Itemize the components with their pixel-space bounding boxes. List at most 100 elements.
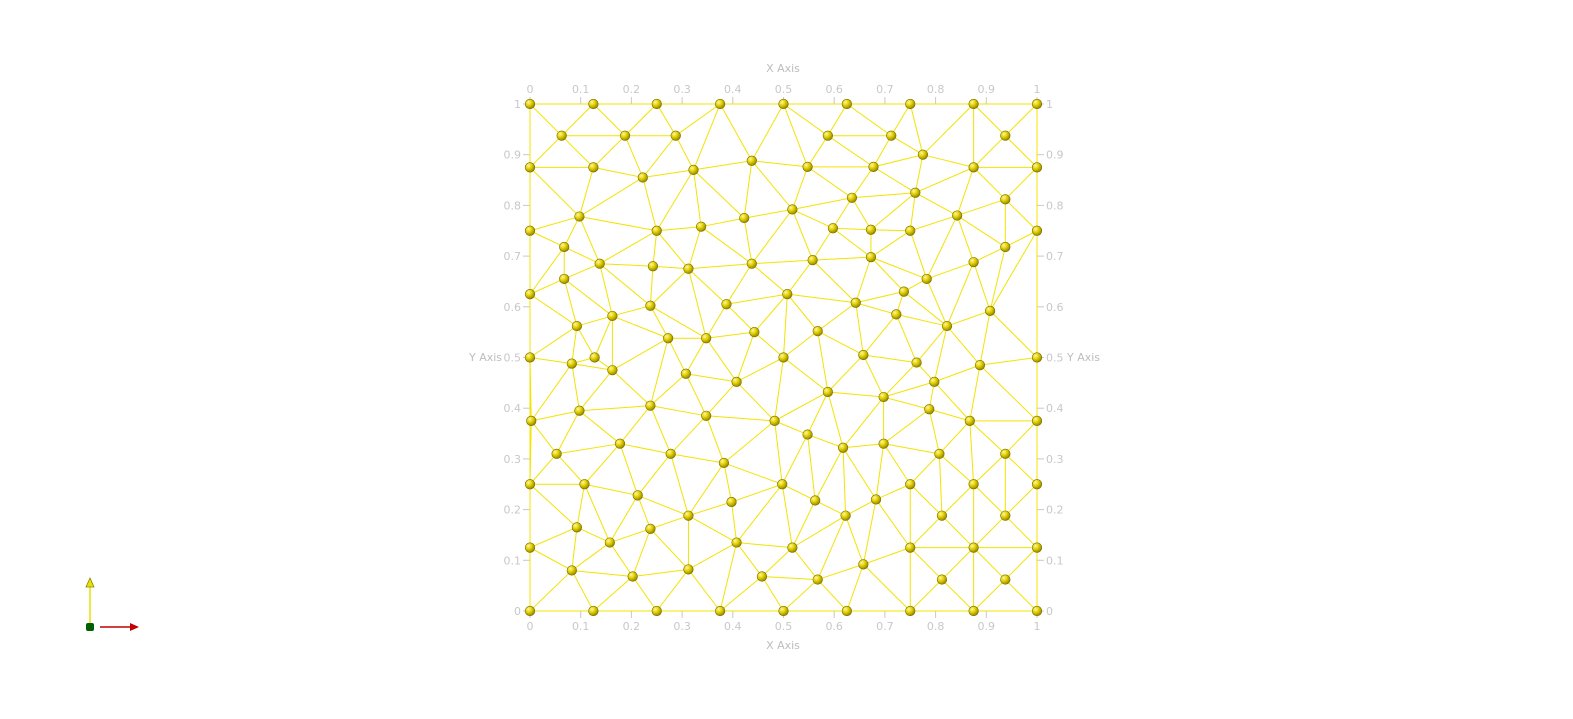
mesh-edge (1004, 135, 1038, 168)
mesh-edge (862, 314, 897, 356)
mesh-edge (726, 263, 753, 305)
mesh-node (929, 376, 940, 387)
mesh-edge (529, 325, 578, 358)
mesh-edge (685, 373, 737, 383)
mesh-edge (670, 415, 707, 455)
mesh-node (985, 305, 996, 316)
mesh-node (524, 162, 536, 173)
mesh-edge (969, 420, 1006, 455)
mesh-edge (761, 576, 818, 581)
mesh-edge (781, 434, 809, 485)
mesh-node (1000, 510, 1011, 521)
mesh-edge (875, 499, 911, 548)
mesh-edge (701, 217, 745, 228)
mesh-node (911, 357, 922, 368)
mesh-edge (1004, 420, 1038, 455)
mesh-edge (926, 261, 974, 280)
mesh-edge (688, 515, 737, 543)
mesh-node (756, 571, 768, 582)
mesh-edge (842, 447, 847, 516)
mesh-edge (870, 256, 905, 292)
mesh-node (526, 415, 537, 426)
mesh-node (891, 309, 902, 320)
x-tick-label-bottom: 0.9 (978, 620, 996, 633)
mesh-edge (632, 576, 658, 612)
mesh-edge (814, 500, 846, 517)
mesh-edge (642, 135, 677, 178)
mesh-edge (579, 405, 651, 412)
mesh-edge (1004, 547, 1038, 580)
mesh-edge (556, 410, 580, 455)
orientation-z-axis-icon (86, 623, 94, 631)
mesh-node (715, 605, 726, 617)
mesh-edge (786, 259, 814, 295)
mesh-edge (584, 443, 621, 485)
mesh-node (571, 320, 582, 332)
mesh-edge (786, 293, 819, 332)
mesh-edge (656, 226, 702, 232)
mesh-edge (843, 443, 884, 449)
mesh-node (588, 98, 599, 110)
mesh-edge (827, 103, 848, 136)
mesh-edge (807, 434, 816, 501)
mesh-edge (989, 230, 1038, 312)
y-tick-label-right: 0.6 (1046, 301, 1064, 314)
mesh-edge (973, 262, 991, 312)
mesh-edge (612, 369, 651, 407)
mesh-node (524, 225, 536, 236)
mesh-edge (530, 420, 558, 455)
mesh-edge (612, 315, 669, 339)
mesh-node (665, 448, 676, 459)
mesh-edge (807, 166, 853, 199)
mesh-edge (807, 434, 844, 449)
mesh-edge (922, 154, 974, 168)
mesh-edge (751, 259, 813, 265)
mesh-node (718, 457, 730, 469)
mesh-node (936, 574, 948, 585)
mesh-node (810, 495, 821, 506)
mesh-edge (726, 303, 755, 333)
mesh-edge (571, 363, 613, 371)
mesh-edge (862, 499, 877, 565)
mesh-node (778, 605, 789, 617)
mesh-node (670, 130, 681, 141)
mesh-node (1031, 542, 1043, 553)
mesh-edge (761, 576, 784, 612)
mesh-edge (791, 547, 819, 580)
mesh-edge (650, 305, 707, 339)
x-tick-label-bottom: 0.5 (775, 620, 793, 633)
mesh-node (524, 289, 536, 300)
mesh-edge (754, 331, 784, 358)
y-tick-label-left: 0.8 (504, 199, 522, 212)
mesh-edge (817, 563, 864, 581)
mesh-edge (946, 310, 991, 327)
mesh-edge (817, 331, 829, 393)
mesh-node (787, 204, 798, 215)
mesh-edge (933, 325, 948, 382)
y-tick-label-left: 0.5 (504, 352, 522, 365)
mesh-node (934, 448, 945, 459)
mesh-node (905, 542, 916, 553)
mesh-edge (650, 515, 689, 530)
mesh-edge (782, 483, 816, 501)
mesh-edge (827, 354, 864, 393)
mesh-edge (705, 304, 727, 339)
mesh-edge (637, 494, 689, 517)
mesh-edge (723, 462, 783, 485)
mesh-edge (593, 103, 626, 137)
mesh-edge (693, 169, 702, 227)
mesh-edge (706, 331, 755, 339)
mesh-edge (783, 103, 829, 137)
mesh-edge (751, 160, 808, 168)
mesh-edge (909, 515, 943, 548)
mesh-edge (579, 369, 613, 412)
mesh-node (594, 258, 605, 269)
x-tick-label-bottom: 0.6 (825, 620, 843, 633)
mesh-node (614, 438, 626, 449)
mesh-edge (723, 420, 775, 464)
mesh-node (886, 130, 897, 141)
mesh-edge (956, 215, 1006, 248)
mesh-edge (529, 526, 578, 549)
mesh-edge (1004, 167, 1038, 200)
